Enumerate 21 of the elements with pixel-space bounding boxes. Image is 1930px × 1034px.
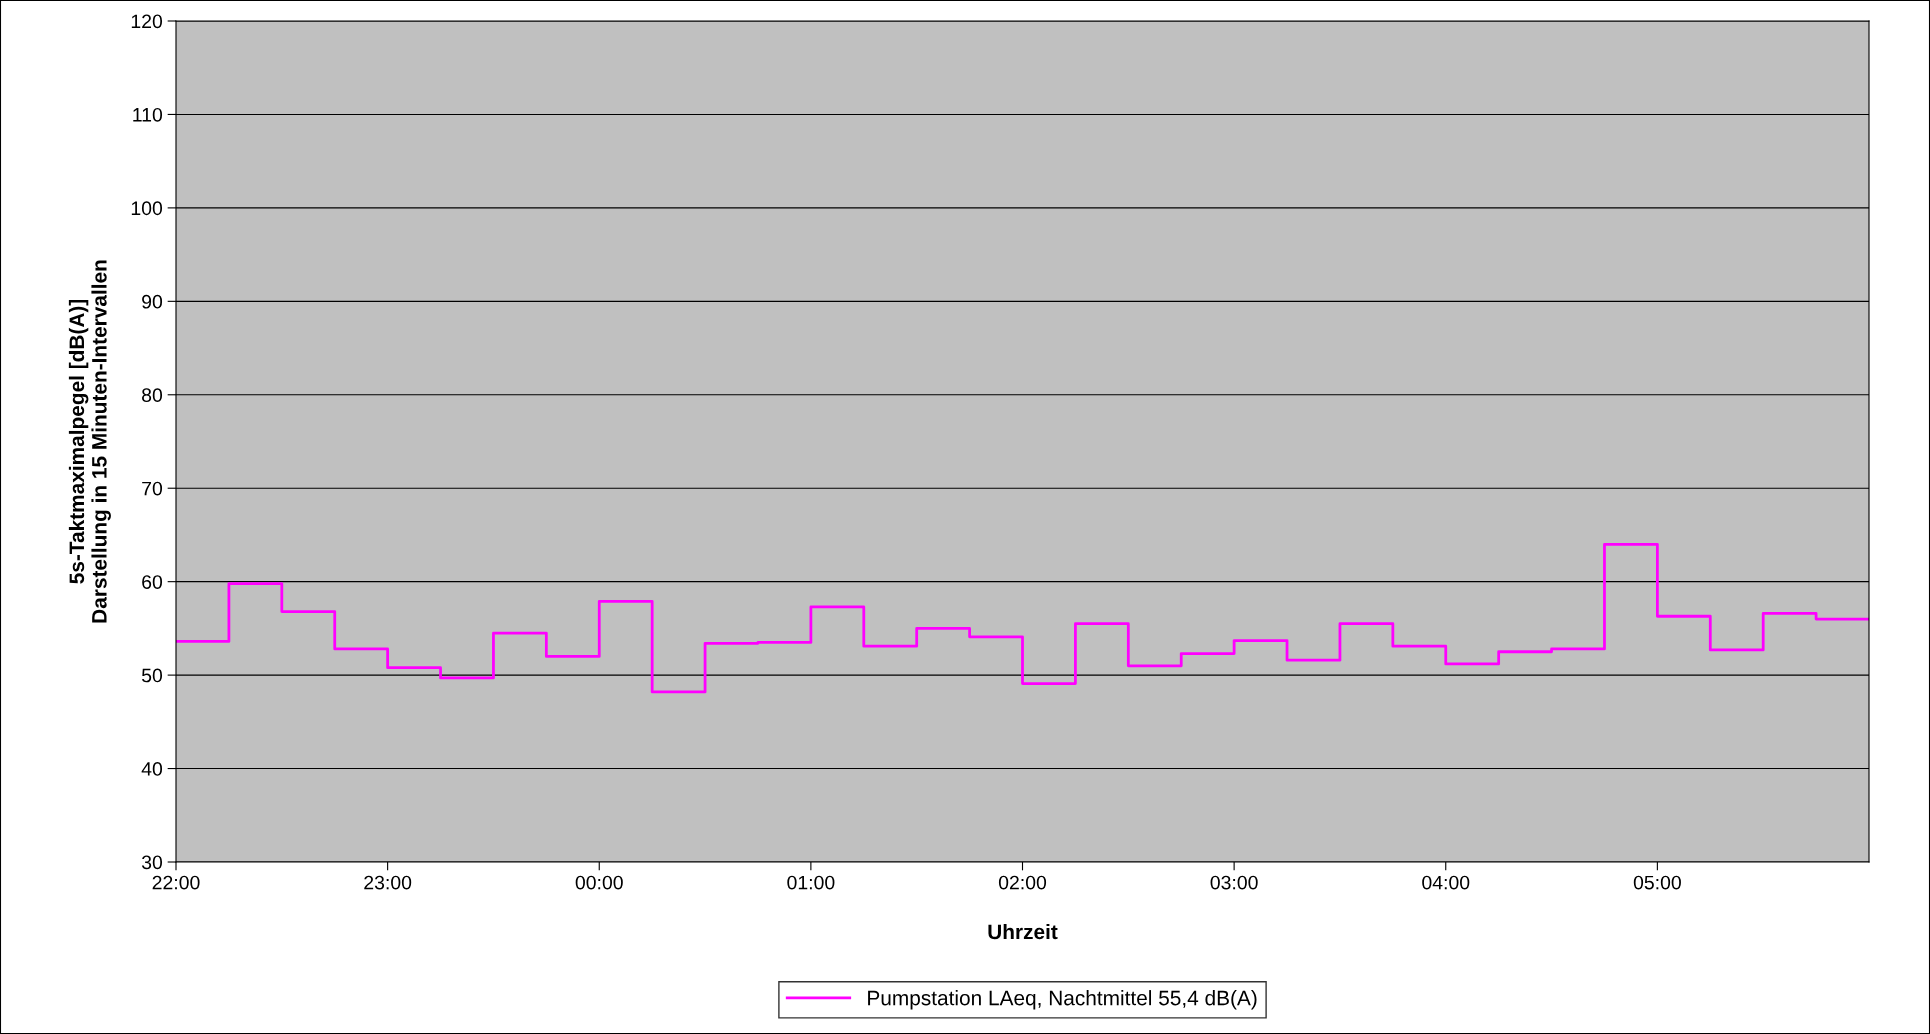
x-tick-label: 23:00	[364, 875, 412, 890]
y-tick-label: 30	[141, 855, 163, 870]
y-axis-title: 5s-Taktmaximalpegel [dB(A)] Darstellung in 15 Minuten-Intervallen	[68, 260, 111, 623]
y-tick-label: 40	[141, 762, 163, 776]
x-tick-label: 05:00	[1633, 875, 1681, 890]
y-tick-label: 110	[133, 107, 163, 122]
y-tick-label: 120	[131, 14, 163, 29]
x-tick-label: 02:00	[998, 875, 1047, 890]
y-tick-label: 50	[141, 668, 163, 683]
x-tick-label: 22:00	[152, 875, 200, 890]
x-tick-label: 00:00	[575, 875, 623, 890]
y-tick-label: 100	[131, 201, 163, 216]
x-tick-label: 04:00	[1422, 875, 1470, 890]
x-axis-title: Uhrzeit	[988, 923, 1058, 940]
x-tick-label: 01:00	[787, 875, 835, 890]
y-tick-label: 90	[142, 294, 163, 309]
x-tick-label: 03:00	[1210, 875, 1258, 890]
y-tick-label: 60	[142, 575, 163, 589]
legend-label: Pumpstation LAeq, Nachtmittel 55,4 dB(A)	[868, 990, 1257, 1010]
y-tick-label: 80	[142, 388, 163, 403]
y-tick-label: 70	[142, 481, 163, 496]
